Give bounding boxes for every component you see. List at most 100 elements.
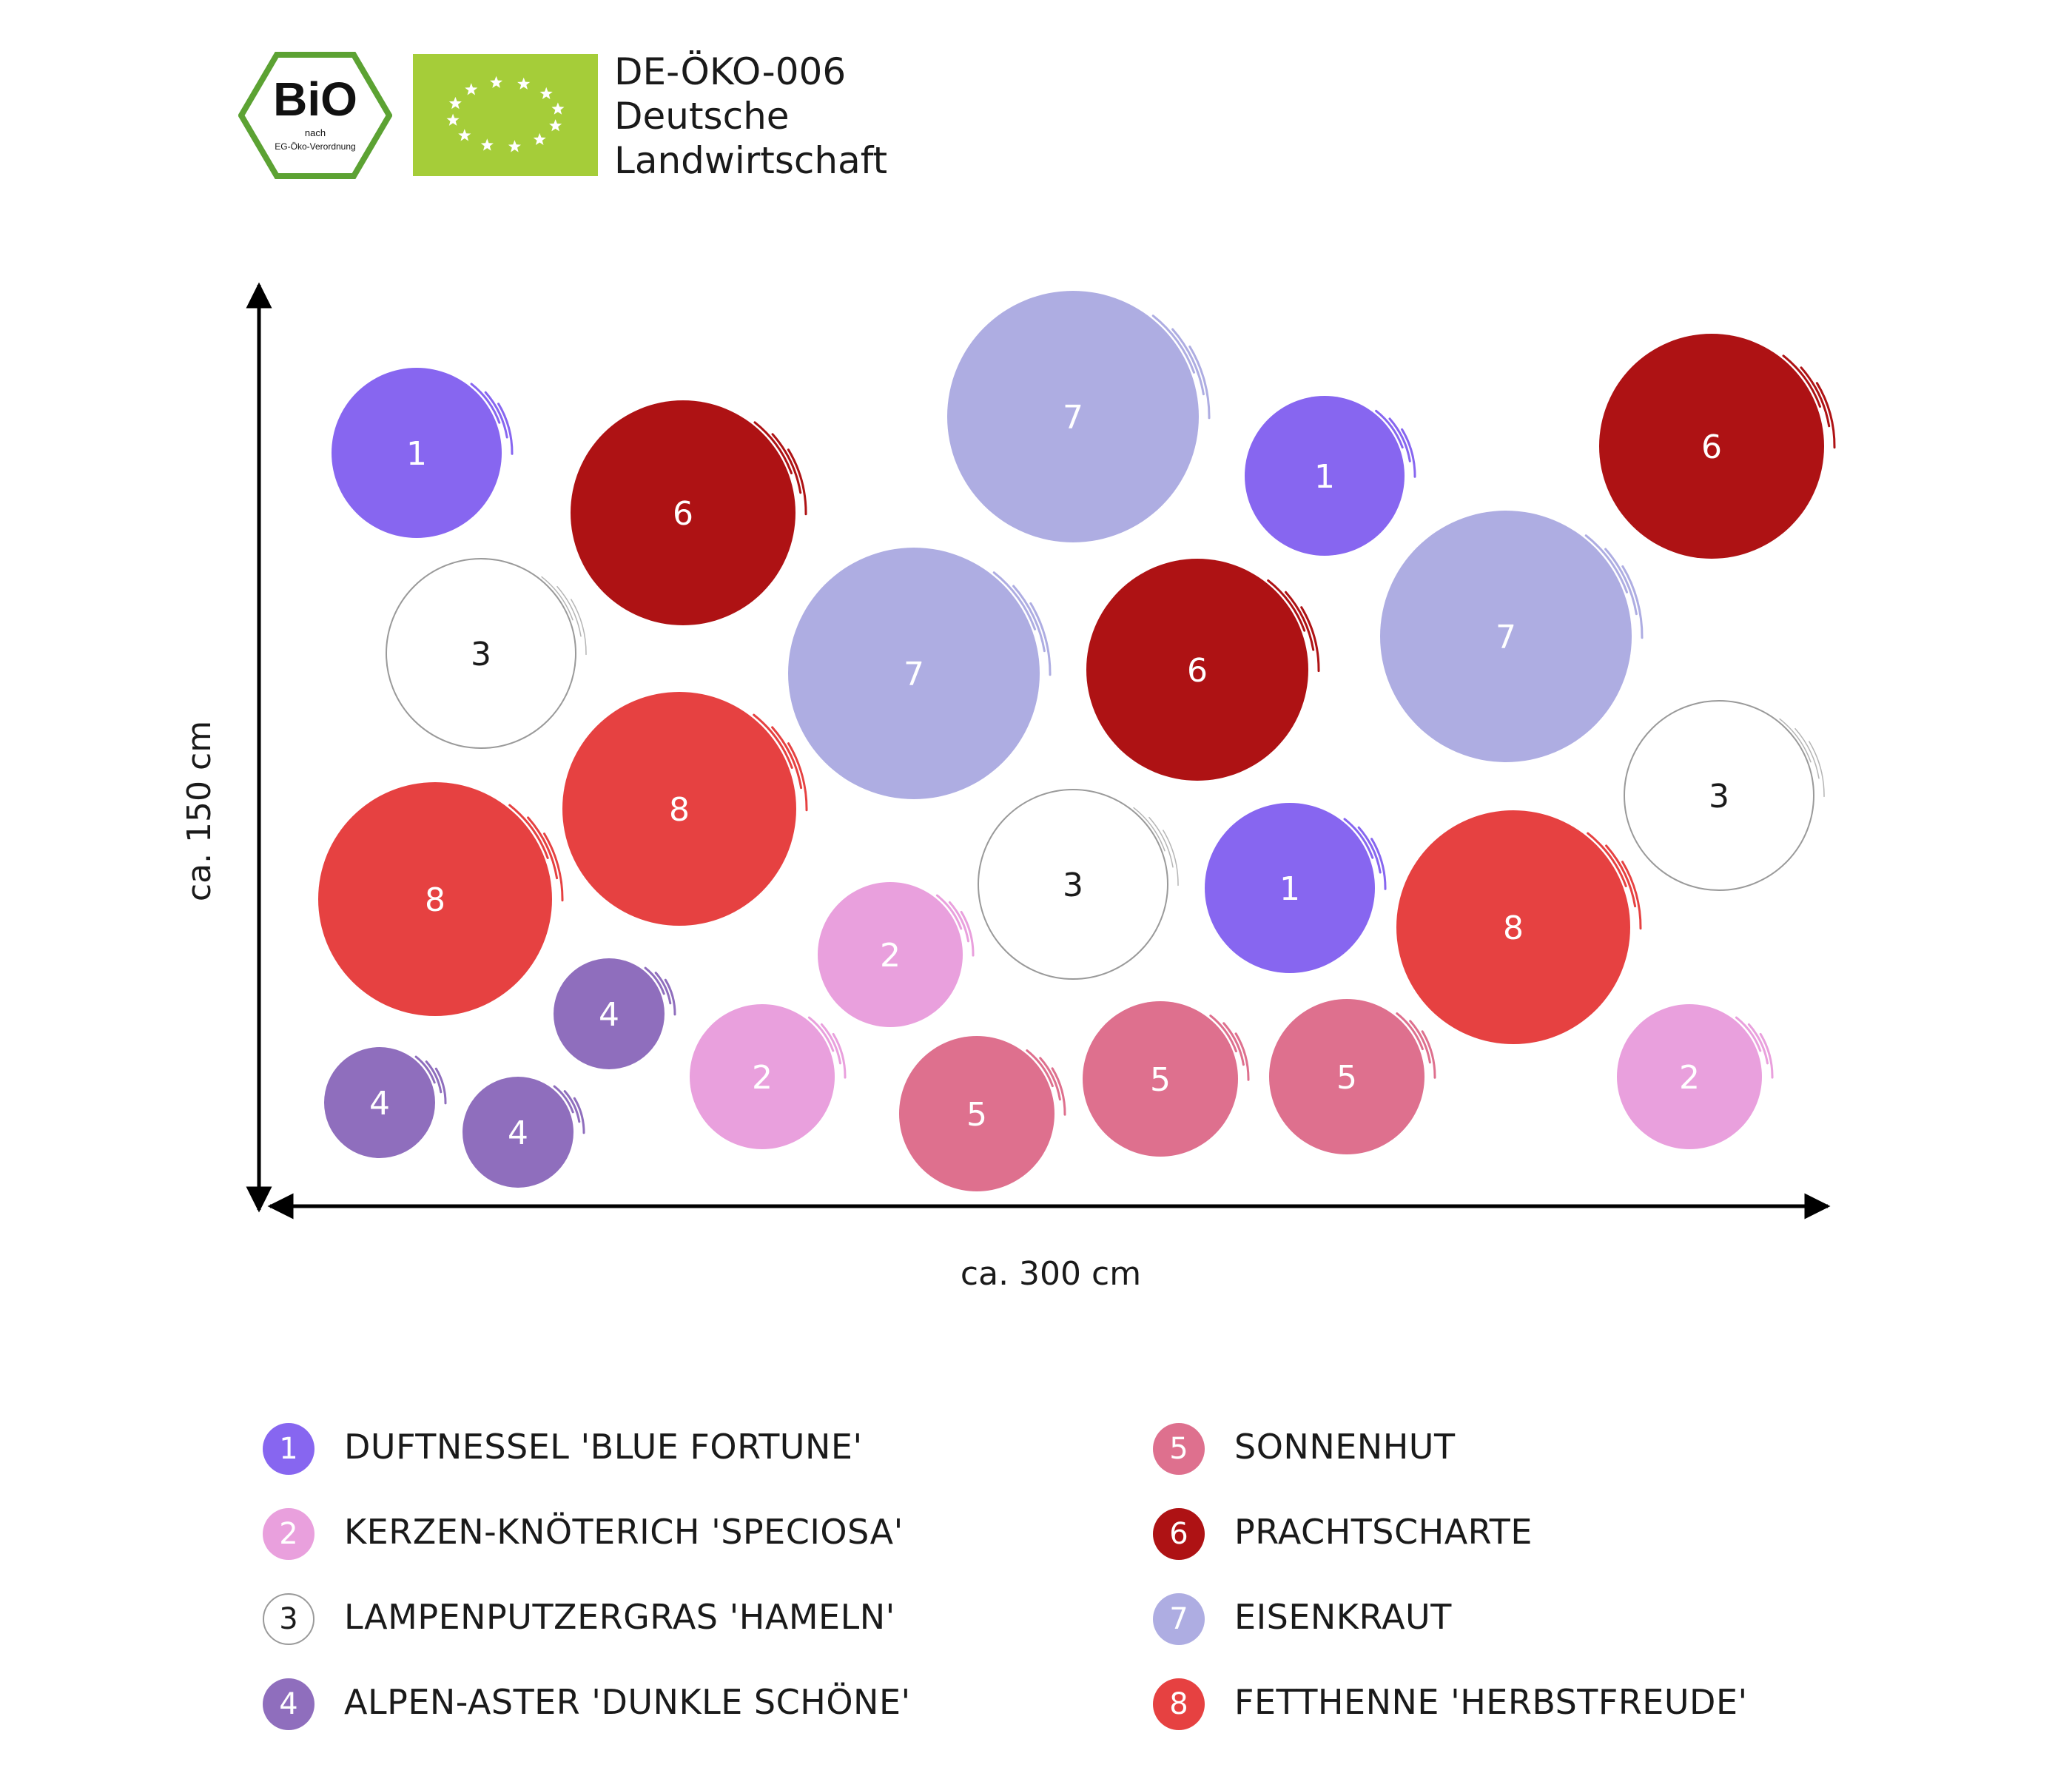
plant-circle-1: 1 bbox=[1205, 803, 1387, 973]
brush-stroke bbox=[1375, 409, 1404, 449]
brush-stroke bbox=[1222, 1022, 1245, 1066]
plant-circle-number: 8 bbox=[669, 791, 690, 829]
legend-label-4: ALPEN-ASTER 'DUNKLE SCHÖNE' bbox=[344, 1682, 911, 1722]
planting-plan: 1 6 7 1 6 3 7 6 7 8 8 3 1 8 3 2 4 2 4 4 5 5 5 2 ca. 300 cm ca. … bbox=[181, 282, 1836, 1293]
plant-circle-number: 8 bbox=[1503, 909, 1524, 947]
bio-seal-logo: BiO nach EG-Öko-Verordnung bbox=[238, 52, 392, 179]
bio-seal-line2: EG-Öko-Verordnung bbox=[275, 141, 355, 152]
brush-stroke bbox=[484, 391, 508, 439]
eu-organic-leaf-logo bbox=[413, 54, 598, 176]
plant-circle-number: 1 bbox=[1314, 458, 1335, 496]
plant-circle-number: 7 bbox=[904, 656, 924, 693]
plant-circle-fill bbox=[571, 400, 796, 625]
plant-circle-fill bbox=[562, 692, 796, 926]
legend-label-6: PRACHTSCHARTE bbox=[1234, 1512, 1533, 1552]
brush-stroke bbox=[527, 816, 559, 880]
plant-circle-8: 8 bbox=[318, 782, 564, 1016]
legend-label-3: LAMPENPUTZERGRAS 'HAMELN' bbox=[344, 1597, 895, 1637]
plant-circle-3: 3 bbox=[1624, 700, 1825, 891]
brush-stroke bbox=[1039, 1057, 1061, 1101]
plant-circle-number: 7 bbox=[1496, 619, 1516, 656]
plant-circle-number: 4 bbox=[369, 1085, 390, 1123]
plant-circle-3: 3 bbox=[386, 558, 587, 749]
eu-leaf-star bbox=[465, 83, 478, 95]
certification-header: BiO nach EG-Öko-Verordnung DE-ÖKO-006 De… bbox=[0, 0, 2072, 192]
eu-leaf-star bbox=[549, 119, 562, 132]
plant-circle-number: 4 bbox=[508, 1114, 528, 1152]
brush-stroke bbox=[1343, 818, 1374, 859]
eu-leaf-star bbox=[490, 75, 503, 88]
plant-circle-fill bbox=[462, 1077, 574, 1188]
brush-stroke bbox=[753, 713, 793, 769]
brush-stroke bbox=[434, 1067, 447, 1105]
plant-circle-7: 7 bbox=[1380, 511, 1644, 762]
plant-circle-fill bbox=[818, 882, 963, 1027]
height-dimension-label: ca. 150 cm bbox=[181, 720, 218, 902]
brush-stroke bbox=[1029, 602, 1052, 676]
plant-circle-7: 7 bbox=[947, 291, 1211, 542]
plant-circle-5: 5 bbox=[1269, 999, 1436, 1154]
plant-circle-4: 4 bbox=[554, 958, 676, 1069]
legend-marker-8: 8 bbox=[1153, 1678, 1205, 1730]
plant-circle-number: 6 bbox=[673, 495, 693, 533]
brush-stroke bbox=[664, 978, 676, 1016]
brush-stroke bbox=[832, 1032, 847, 1079]
plant-circle-number: 5 bbox=[1150, 1061, 1171, 1099]
brush-stroke bbox=[753, 421, 793, 474]
brush-stroke bbox=[1285, 591, 1315, 651]
brush-stroke bbox=[1747, 1023, 1769, 1065]
plant-circle-6: 6 bbox=[1086, 559, 1320, 781]
brush-stroke bbox=[1794, 727, 1820, 779]
plant-circle-fill bbox=[899, 1036, 1054, 1191]
brush-stroke bbox=[1409, 1020, 1431, 1064]
brush-stroke bbox=[1357, 826, 1382, 874]
plant-circle-fill bbox=[1086, 559, 1308, 781]
plant-circle-fill bbox=[386, 558, 576, 749]
brush-stroke bbox=[771, 433, 802, 494]
legend-marker-1: 1 bbox=[263, 1423, 314, 1475]
brush-stroke bbox=[1421, 1030, 1436, 1079]
plant-circle-fill bbox=[690, 1004, 835, 1149]
brush-stroke bbox=[771, 726, 803, 790]
legend-label-7: EISENKRAUT bbox=[1234, 1597, 1452, 1637]
plant-circle-fill bbox=[1396, 810, 1630, 1044]
legend-label-8: FETTHENNE 'HERBSTFREUDE' bbox=[1234, 1682, 1748, 1722]
brush-stroke bbox=[1401, 428, 1416, 478]
certification-code: DE-ÖKO-006 bbox=[614, 50, 847, 93]
brush-stroke bbox=[1809, 741, 1825, 798]
plant-circle-8: 8 bbox=[1396, 810, 1642, 1044]
plant-circle-4: 4 bbox=[462, 1077, 585, 1188]
brush-stroke bbox=[563, 1090, 581, 1123]
brush-stroke bbox=[543, 832, 564, 902]
brush-stroke bbox=[425, 1060, 443, 1094]
brush-stroke bbox=[1012, 585, 1046, 653]
plant-circle-5: 5 bbox=[1083, 1001, 1250, 1157]
brush-stroke bbox=[1051, 1067, 1066, 1116]
brush-stroke bbox=[807, 1016, 835, 1052]
brush-stroke bbox=[787, 448, 807, 516]
brush-stroke bbox=[935, 894, 963, 930]
plant-circle-fill bbox=[1599, 334, 1824, 559]
brush-stroke bbox=[1209, 1015, 1237, 1053]
brush-stroke bbox=[414, 1055, 436, 1084]
eu-leaf-star bbox=[539, 87, 553, 99]
plant-circle-number: 7 bbox=[1063, 399, 1083, 437]
legend-marker-4: 4 bbox=[263, 1678, 314, 1730]
brush-stroke bbox=[541, 576, 574, 621]
brush-stroke bbox=[1148, 816, 1174, 868]
plant-legend: 1 DUFTNESSEL 'BLUE FORTUNE' 2 KERZEN-KNÖ… bbox=[0, 1391, 2072, 1746]
brush-stroke bbox=[654, 972, 672, 1005]
plant-circle-fill bbox=[978, 789, 1168, 980]
brush-stroke bbox=[1800, 366, 1831, 428]
plant-circle-8: 8 bbox=[562, 692, 808, 926]
plant-circle-number: 2 bbox=[752, 1059, 773, 1097]
eu-leaf-star bbox=[446, 113, 460, 126]
plant-circle-number: 6 bbox=[1187, 652, 1208, 690]
plant-circle-number: 6 bbox=[1701, 428, 1722, 466]
brush-stroke bbox=[497, 403, 514, 455]
plant-circle-fill bbox=[1245, 396, 1405, 556]
width-dimension-label: ca. 300 cm bbox=[960, 1255, 1142, 1293]
plant-circle-fill bbox=[1617, 1004, 1762, 1149]
plant-circle-fill bbox=[1380, 511, 1632, 762]
plant-circle-number: 1 bbox=[406, 435, 427, 473]
